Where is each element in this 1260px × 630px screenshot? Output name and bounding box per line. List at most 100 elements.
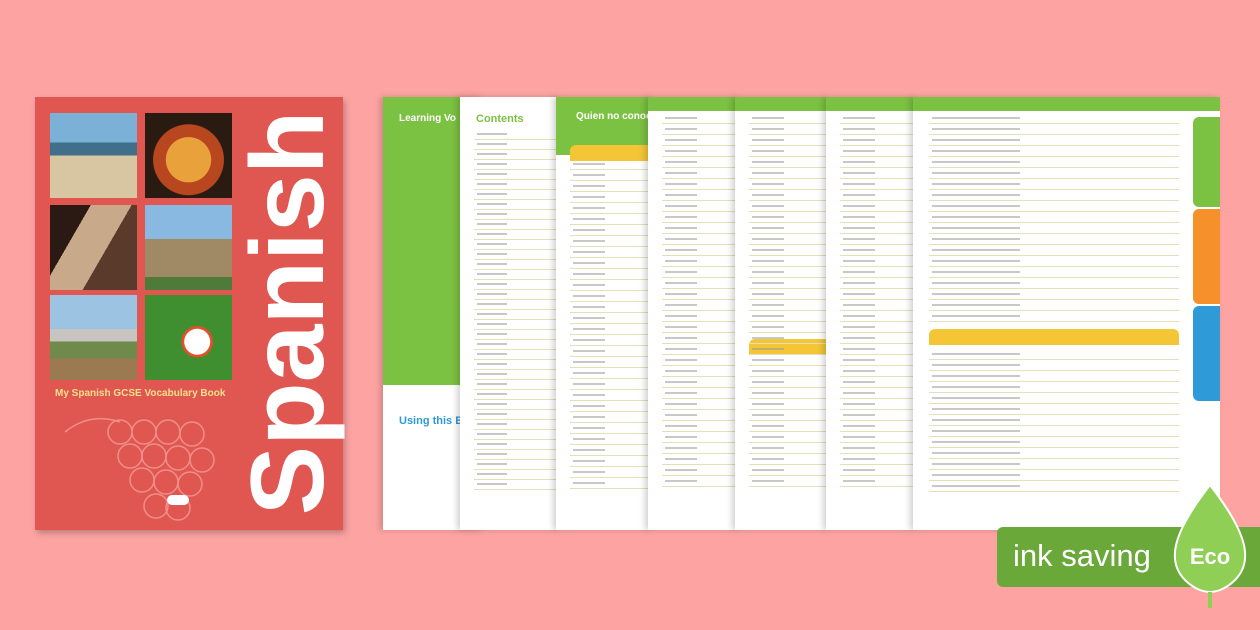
text-line: [752, 480, 784, 482]
row-line: [662, 321, 738, 322]
row-line: [570, 334, 652, 335]
cover-title: Spanish: [230, 110, 346, 516]
text-line: [843, 293, 875, 295]
text-line: [665, 139, 697, 141]
row-line: [749, 431, 828, 432]
row-line: [749, 244, 828, 245]
text-line: [843, 425, 875, 427]
text-line: [843, 117, 875, 119]
text-line: [843, 282, 875, 284]
row-line: [570, 191, 652, 192]
text-line: [573, 427, 605, 429]
text-line: [843, 414, 875, 416]
row-line: [474, 159, 560, 160]
text-line: [932, 150, 1020, 152]
row-line: [662, 244, 738, 245]
text-line: [932, 375, 1020, 377]
row-line: [749, 189, 828, 190]
row-line: [929, 288, 1179, 289]
text-line: [665, 205, 697, 207]
text-line: [932, 183, 1020, 185]
text-line: [843, 128, 875, 130]
row-line: [749, 409, 828, 410]
text-line: [665, 271, 697, 273]
text-line: [752, 227, 784, 229]
text-line: [573, 350, 605, 352]
page-list: [826, 97, 916, 530]
row-line: [662, 365, 738, 366]
text-line: [932, 430, 1020, 432]
row-line: [570, 246, 652, 247]
row-line: [749, 200, 828, 201]
text-line: [932, 419, 1020, 421]
row-line: [570, 433, 652, 434]
row-line: [749, 134, 828, 135]
page-heading: Learning Vo: [399, 113, 457, 124]
text-line: [573, 273, 605, 275]
text-line: [573, 416, 605, 418]
row-line: [840, 409, 916, 410]
text-line: [477, 323, 508, 325]
text-line: [477, 443, 508, 445]
row-line: [474, 289, 560, 290]
text-line: [665, 359, 697, 361]
row-line: [662, 288, 738, 289]
table-header: [749, 339, 828, 355]
text-line: [477, 183, 508, 185]
text-line: [843, 227, 875, 229]
row-line: [840, 332, 916, 333]
row-line: [749, 222, 828, 223]
row-line: [749, 420, 828, 421]
page-list: [648, 97, 738, 530]
row-line: [749, 442, 828, 443]
text-line: [477, 423, 508, 425]
text-line: [932, 304, 1020, 306]
row-line: [840, 255, 916, 256]
text-line: [573, 207, 605, 209]
row-line: [662, 310, 738, 311]
row-line: [570, 257, 652, 258]
row-line: [474, 189, 560, 190]
text-line: [752, 370, 784, 372]
row-line: [840, 354, 916, 355]
row-line: [570, 213, 652, 214]
text-line: [932, 485, 1020, 487]
row-line: [840, 431, 916, 432]
text-line: [665, 326, 697, 328]
text-line: [752, 425, 784, 427]
row-line: [749, 365, 828, 366]
row-line: [840, 365, 916, 366]
row-line: [570, 356, 652, 357]
text-line: [843, 150, 875, 152]
row-line: [840, 420, 916, 421]
text-line: [477, 163, 508, 165]
row-line: [474, 439, 560, 440]
row-line: [474, 449, 560, 450]
row-line: [662, 255, 738, 256]
text-line: [665, 117, 697, 119]
row-line: [662, 145, 738, 146]
text-line: [932, 172, 1020, 174]
page-contents: Contents: [460, 97, 560, 530]
text-line: [843, 183, 875, 185]
row-line: [474, 219, 560, 220]
row-line: [749, 288, 828, 289]
row-line: [840, 156, 916, 157]
row-line: [840, 343, 916, 344]
row-line: [840, 266, 916, 267]
text-line: [665, 458, 697, 460]
row-line: [474, 359, 560, 360]
text-line: [573, 251, 605, 253]
text-line: [665, 216, 697, 218]
row-line: [929, 491, 1179, 492]
text-line: [477, 393, 508, 395]
text-line: [932, 238, 1020, 240]
text-line: [573, 471, 605, 473]
row-line: [840, 387, 916, 388]
page-heading: Using this Bo: [399, 415, 470, 427]
text-line: [752, 271, 784, 273]
row-line: [662, 343, 738, 344]
row-line: [474, 409, 560, 410]
row-line: [570, 367, 652, 368]
